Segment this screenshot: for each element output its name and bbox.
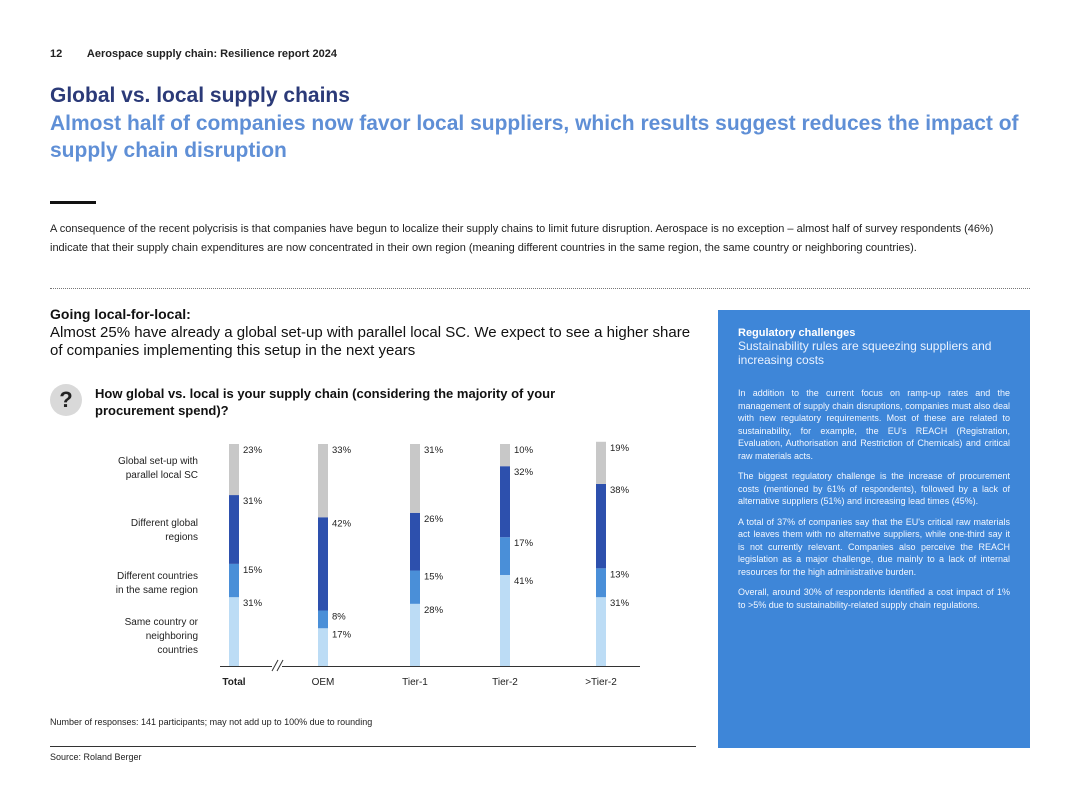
- regulatory-sidebar: Regulatory challenges Sustainability rul…: [718, 310, 1030, 748]
- report-title: Aerospace supply chain: Resilience repor…: [86, 48, 337, 60]
- data-label: 13%: [610, 569, 630, 580]
- data-label: 15%: [243, 565, 263, 576]
- sidebar-paragraph: Overall, around 30% of respondents ident…: [738, 587, 1010, 610]
- title-divider: [50, 201, 96, 204]
- data-label: 17%: [514, 538, 534, 549]
- bar-segment: [410, 603, 420, 666]
- data-label: 42%: [332, 518, 352, 529]
- data-label: 26%: [424, 514, 444, 525]
- sidebar-heading: Regulatory challenges: [738, 327, 856, 339]
- bar-segment: [318, 444, 328, 518]
- data-label: 41%: [514, 576, 534, 587]
- page-subtitle: Almost half of companies now favor local…: [50, 112, 1019, 162]
- category-label: >Tier-2: [585, 677, 617, 688]
- legend-entry: Different global regions: [131, 518, 198, 543]
- legend-entry: Same country or neighboring countries: [125, 617, 199, 656]
- dotted-divider: [50, 288, 1030, 289]
- data-label: 31%: [243, 598, 263, 609]
- bar-segment: [410, 444, 420, 513]
- bar-segment: [500, 537, 510, 575]
- bar-segment: [500, 444, 510, 467]
- page-number: 12: [50, 48, 63, 60]
- bar-segment: [596, 441, 606, 484]
- intro-paragraph: A consequence of the recent polycrisis i…: [50, 223, 994, 254]
- bar-segment: [229, 597, 239, 666]
- bar-segment: [500, 466, 510, 538]
- bar-segment: [229, 444, 239, 496]
- data-label: 10%: [514, 445, 534, 456]
- stacked-bar-chart: 31% 15% 31% 23% Total 17% 8% 42% 33% OEM 28% 15% 26%…: [116, 441, 640, 688]
- data-label: 8%: [332, 612, 346, 623]
- category-label: OEM: [312, 677, 335, 688]
- legend-entry: Different countries in the same region: [116, 571, 198, 596]
- source-line: Source: Roland Berger: [50, 752, 142, 762]
- data-label: 19%: [610, 443, 630, 454]
- data-label: 33%: [332, 445, 352, 456]
- data-label: 31%: [243, 496, 263, 507]
- page-header: 12 Aerospace supply chain: Resilience re…: [50, 48, 337, 60]
- bar-segment: [318, 610, 328, 629]
- going-local-heading: Going local-for-local:: [50, 306, 191, 322]
- question-icon: ?: [50, 384, 82, 416]
- chart-note: Number of responses: 141 participants; m…: [50, 717, 373, 727]
- bar-segment: [410, 570, 420, 604]
- bar-segment: [596, 597, 606, 666]
- bar-segment: [229, 495, 239, 564]
- sidebar-paragraph: In addition to the current focus on ramp…: [738, 388, 1010, 461]
- data-label: 17%: [332, 629, 352, 640]
- legend-entry: Global set-up with parallel local SC: [118, 456, 198, 481]
- bar-segment: [410, 512, 420, 571]
- bar-segment: [318, 517, 328, 611]
- data-label: 31%: [610, 598, 630, 609]
- axis-break-gap: [272, 660, 282, 672]
- axis-break-mark: [276, 659, 284, 672]
- axis-break-mark: [271, 659, 279, 672]
- category-label: Tier-1: [402, 677, 428, 688]
- category-label: Tier-2: [492, 677, 518, 688]
- bar-segment: [318, 628, 328, 666]
- data-label: 31%: [424, 445, 444, 456]
- bottom-divider: [50, 746, 696, 747]
- question-text: How global vs. local is your supply chai…: [95, 386, 556, 418]
- sidebar-paragraph: A total of 37% of companies say that the…: [738, 516, 1010, 577]
- sidebar-paragraph: The biggest regulatory challenge is the …: [738, 471, 1010, 506]
- data-label: 32%: [514, 467, 534, 478]
- bar-segment: [229, 563, 239, 598]
- data-label: 28%: [424, 605, 444, 616]
- going-local-text: Almost 25% have already a global set-up …: [50, 324, 691, 359]
- data-label: 23%: [243, 445, 263, 456]
- bar-segment: [596, 483, 606, 569]
- data-label: 15%: [424, 572, 444, 583]
- sidebar-subheading: Sustainability rules are squeezing suppl…: [738, 339, 992, 367]
- bar-segment: [596, 568, 606, 598]
- bar-segment: [500, 574, 510, 666]
- data-label: 38%: [610, 485, 630, 496]
- page-title: Global vs. local supply chains: [50, 84, 350, 107]
- category-label: Total: [222, 677, 245, 688]
